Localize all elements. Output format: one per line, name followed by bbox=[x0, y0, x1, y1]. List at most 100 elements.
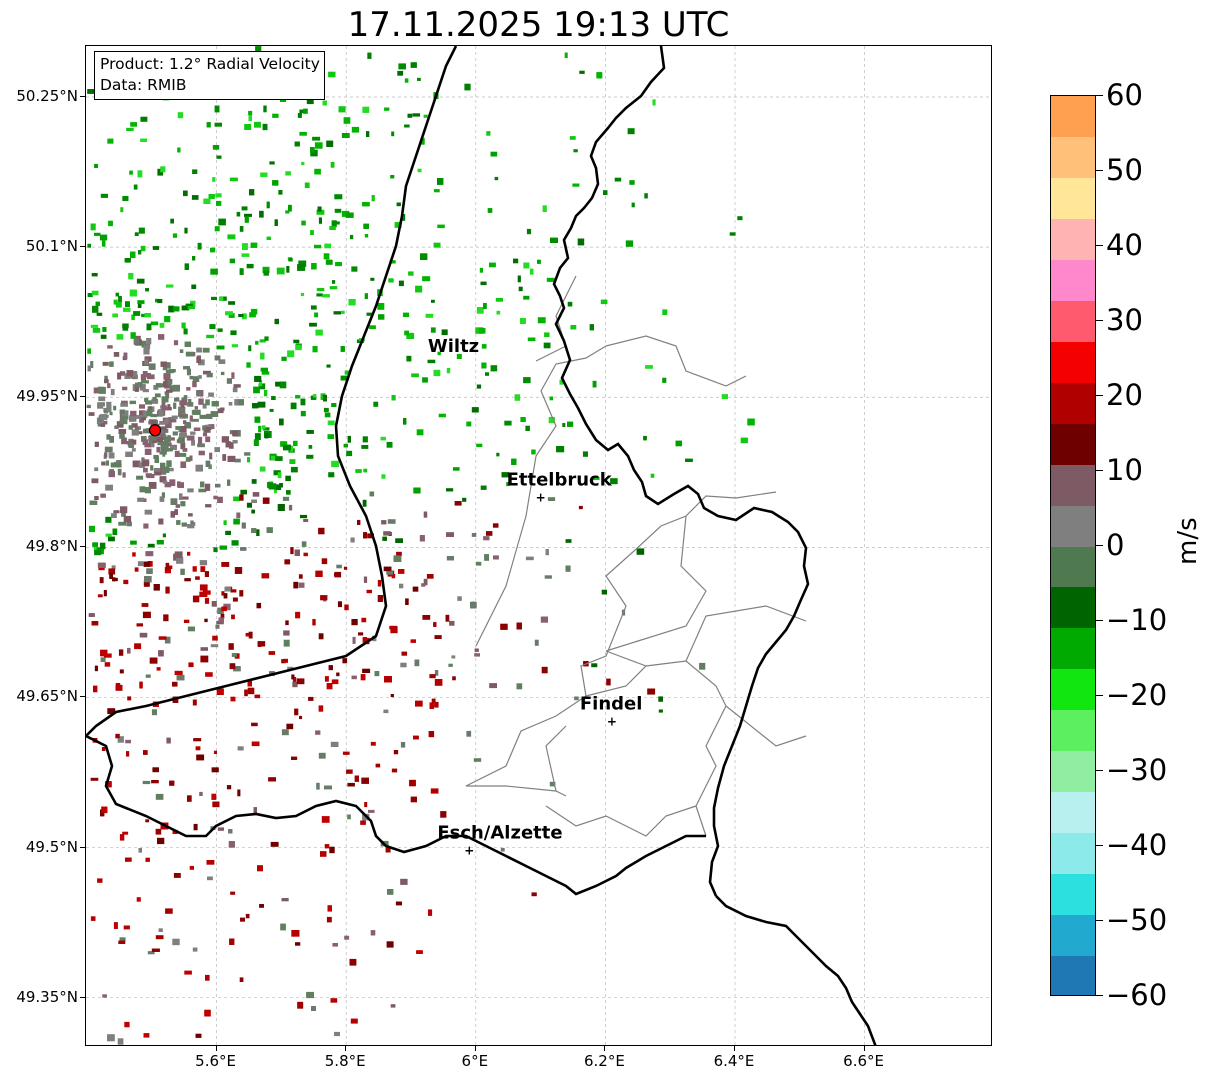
velocity-bin bbox=[283, 444, 291, 451]
velocity-bin bbox=[155, 383, 162, 388]
velocity-bin bbox=[180, 568, 185, 575]
velocity-bin bbox=[326, 916, 332, 923]
lat-tick-label: 49.35°N bbox=[16, 987, 78, 1006]
velocity-bin bbox=[403, 418, 407, 425]
velocity-bin bbox=[434, 670, 439, 676]
velocity-bin bbox=[221, 436, 229, 443]
velocity-bin bbox=[549, 396, 554, 401]
velocity-bin bbox=[211, 793, 217, 800]
velocity-bin bbox=[423, 114, 428, 118]
velocity-bin bbox=[123, 515, 132, 523]
velocity-bin bbox=[246, 263, 254, 269]
velocity-bin bbox=[283, 630, 290, 636]
velocity-bin bbox=[283, 639, 290, 647]
velocity-bin bbox=[354, 775, 359, 782]
velocity-bin bbox=[484, 554, 489, 561]
velocity-bin bbox=[729, 232, 736, 236]
velocity-bin bbox=[409, 779, 416, 787]
velocity-bin bbox=[220, 371, 225, 376]
velocity-bin bbox=[192, 381, 197, 388]
velocity-bin bbox=[573, 149, 578, 153]
velocity-bin bbox=[91, 621, 99, 626]
velocity-bin bbox=[320, 851, 327, 857]
velocity-bin bbox=[94, 467, 99, 472]
velocity-bin bbox=[144, 442, 151, 448]
velocity-bin bbox=[246, 502, 252, 508]
velocity-bin bbox=[230, 696, 236, 702]
velocity-bin bbox=[102, 994, 107, 998]
velocity-bin bbox=[244, 689, 248, 697]
velocity-bin bbox=[135, 426, 141, 430]
velocity-bin bbox=[192, 409, 201, 415]
velocity-bin bbox=[144, 397, 149, 402]
radar-map[interactable]: Wiltz + Ettelbruck + Findel + Esch/Alzette bbox=[85, 45, 992, 1046]
velocity-bin bbox=[740, 437, 748, 444]
velocity-bin bbox=[187, 488, 194, 493]
velocity-bin bbox=[417, 168, 422, 173]
velocity-bin bbox=[277, 504, 285, 511]
velocity-bin bbox=[451, 655, 456, 659]
velocity-bin bbox=[177, 147, 181, 153]
lat-tick-label: 49.8°N bbox=[25, 537, 78, 556]
velocity-bin bbox=[229, 663, 236, 670]
velocity-bin bbox=[187, 626, 195, 632]
velocity-bin bbox=[202, 403, 207, 409]
velocity-bin bbox=[414, 659, 420, 667]
velocity-bin bbox=[143, 750, 148, 755]
velocity-bin bbox=[281, 729, 289, 736]
velocity-bin bbox=[121, 410, 129, 416]
velocity-bin bbox=[220, 407, 225, 411]
velocity-bin bbox=[247, 679, 252, 687]
velocity-bin bbox=[453, 467, 460, 471]
velocity-bin bbox=[437, 224, 445, 229]
velocity-bin bbox=[216, 200, 222, 206]
velocity-bin bbox=[363, 576, 368, 583]
velocity-bin bbox=[514, 394, 521, 401]
velocity-bin bbox=[221, 562, 230, 567]
velocity-bin bbox=[200, 481, 205, 488]
velocity-bin bbox=[545, 549, 549, 556]
velocity-bin bbox=[255, 340, 259, 345]
velocity-bin bbox=[144, 313, 151, 318]
velocity-bin bbox=[141, 340, 146, 348]
velocity-bin bbox=[101, 806, 108, 814]
velocity-bin bbox=[650, 473, 655, 478]
velocity-bin bbox=[336, 672, 340, 677]
velocity-bin bbox=[523, 295, 530, 300]
velocity-bin bbox=[198, 359, 205, 366]
velocity-bin bbox=[562, 423, 566, 427]
velocity-bin bbox=[142, 498, 147, 502]
velocity-bin bbox=[192, 256, 196, 261]
velocity-bin bbox=[258, 383, 266, 390]
velocity-bin bbox=[162, 533, 166, 538]
velocity-bin bbox=[292, 677, 297, 683]
velocity-bin bbox=[433, 189, 440, 193]
velocity-bin bbox=[151, 780, 159, 784]
velocity-bin bbox=[189, 455, 193, 461]
velocity-bin bbox=[254, 121, 261, 128]
velocity-bin bbox=[136, 897, 141, 902]
velocity-bin bbox=[99, 414, 108, 420]
velocity-bin bbox=[259, 466, 266, 472]
velocity-bin bbox=[261, 573, 270, 579]
velocity-bin bbox=[88, 613, 95, 617]
velocity-bin bbox=[122, 831, 129, 835]
velocity-bin bbox=[109, 572, 113, 579]
velocity-bin bbox=[246, 362, 251, 368]
velocity-bin bbox=[470, 601, 477, 609]
velocity-bin bbox=[225, 530, 231, 535]
velocity-bin bbox=[121, 510, 126, 517]
velocity-bin bbox=[288, 204, 292, 212]
velocity-bin bbox=[166, 460, 172, 467]
velocity-bin bbox=[146, 323, 152, 331]
velocity-bin bbox=[120, 371, 126, 376]
velocity-bin bbox=[160, 436, 166, 440]
velocity-bin bbox=[244, 213, 252, 217]
velocity-bin bbox=[589, 324, 594, 331]
velocity-bin bbox=[156, 446, 161, 453]
velocity-bin bbox=[259, 904, 264, 908]
velocity-bin bbox=[139, 486, 146, 493]
velocity-bin bbox=[131, 429, 139, 436]
velocity-bin bbox=[129, 170, 133, 175]
velocity-bin bbox=[520, 417, 526, 422]
